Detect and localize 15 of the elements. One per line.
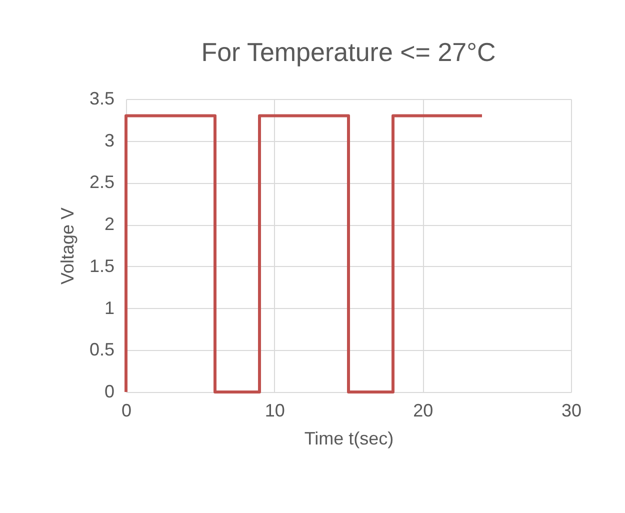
y-tick-label: 0 <box>104 382 114 402</box>
x-tick-label: 0 <box>121 400 132 420</box>
y-tick-label: 2.5 <box>89 172 114 192</box>
x-tick-label: 30 <box>561 400 582 420</box>
x-tick-label: 10 <box>264 400 285 420</box>
y-axis-title: Voltage V <box>57 207 78 285</box>
y-tick-label: 3 <box>104 130 114 150</box>
chart-title: For Temperature <= 27°C <box>201 37 496 67</box>
x-axis-title: Time t(sec) <box>304 428 394 448</box>
y-tick-label: 1.5 <box>89 256 114 276</box>
y-tick-label: 1 <box>104 298 114 318</box>
y-tick-label: 2 <box>104 214 114 234</box>
x-tick-label: 20 <box>413 400 434 420</box>
y-tick-label: 0.5 <box>89 340 114 360</box>
y-tick-label: 3.5 <box>89 88 114 108</box>
